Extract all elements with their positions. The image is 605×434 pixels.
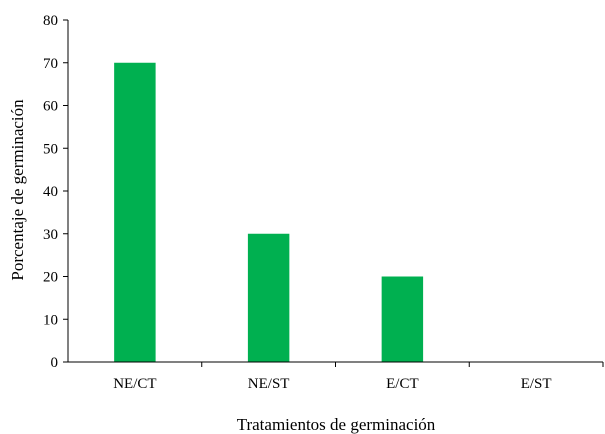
y-tick-label: 50 <box>43 141 58 157</box>
y-axis-title: Porcentaje de germinación <box>8 99 27 281</box>
x-axis-category-labels: NE/CT NE/ST E/CT E/ST <box>113 376 551 392</box>
bars <box>114 62 424 362</box>
y-axis-ticks <box>63 19 68 363</box>
y-tick-label: 70 <box>43 56 58 72</box>
bar-ne-ct <box>114 62 156 362</box>
y-tick-label: 80 <box>43 13 58 29</box>
x-category-label: NE/ST <box>248 376 290 392</box>
y-tick-label: 20 <box>43 270 58 286</box>
y-tick-label: 60 <box>43 99 58 115</box>
bar-e-ct <box>381 276 424 362</box>
x-axis-title: Tratamientos de germinación <box>237 415 436 434</box>
y-axis-tick-labels: 0 10 20 30 40 50 60 70 80 <box>43 13 58 371</box>
bar-ne-st <box>247 233 290 362</box>
y-tick-label: 40 <box>43 184 58 200</box>
x-category-label: E/ST <box>521 376 552 392</box>
y-tick-label: 30 <box>43 227 58 243</box>
x-category-label: E/CT <box>386 376 419 392</box>
x-axis-ticks <box>201 362 604 367</box>
y-tick-label: 0 <box>51 355 59 371</box>
x-category-label: NE/CT <box>113 376 156 392</box>
y-tick-label: 10 <box>43 312 58 328</box>
